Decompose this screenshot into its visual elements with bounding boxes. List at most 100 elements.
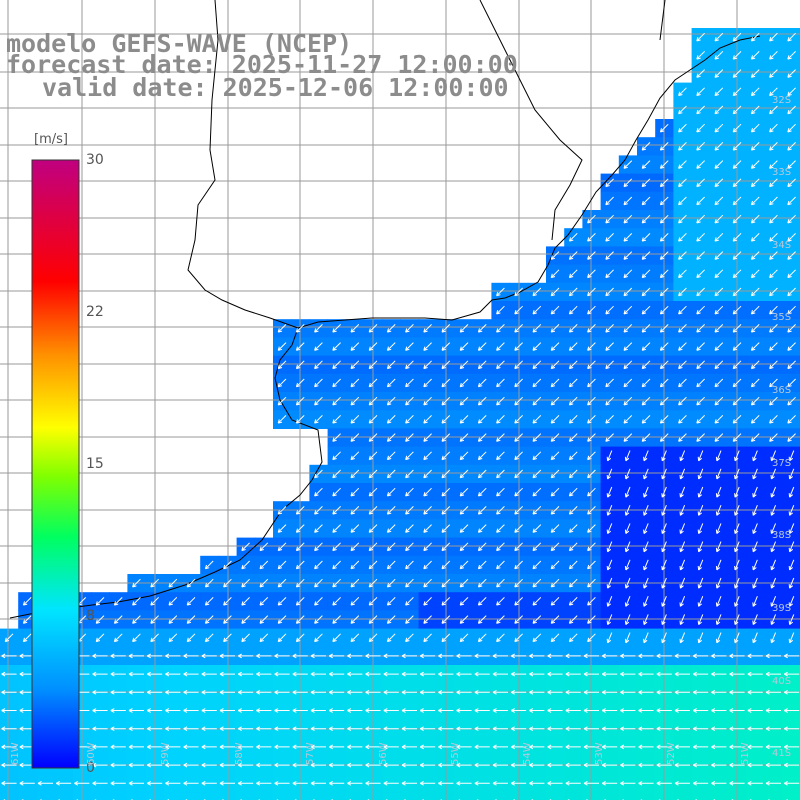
wind-arrow: [697, 614, 704, 625]
wind-arrow: [1, 780, 17, 786]
wind-arrow: [714, 269, 724, 279]
wind-arrow: [459, 633, 469, 643]
wind-arrow: [623, 360, 633, 370]
wind-arrow: [678, 269, 687, 279]
wind-arrow: [492, 671, 508, 677]
wind-arrow: [492, 708, 508, 713]
wind-arrow: [419, 708, 436, 713]
wind-arrow: [459, 542, 469, 552]
wind-arrow: [110, 780, 126, 786]
wind-arrow: [788, 486, 795, 498]
wind-cell: [691, 792, 711, 800]
wind-arrow: [95, 597, 105, 606]
wind-arrow: [729, 653, 745, 659]
wind-arrow: [168, 633, 178, 643]
wind-arrow: [787, 324, 796, 333]
wind-arrow: [752, 596, 758, 607]
wind-arrow: [788, 559, 795, 571]
wind-arrow: [386, 360, 396, 370]
wind-arrow: [405, 342, 414, 351]
wind-arrow: [750, 251, 760, 260]
wind-arrow: [328, 708, 345, 713]
wind-arrow: [587, 415, 596, 424]
wind-arrow: [92, 762, 108, 768]
wind-arrow: [624, 559, 631, 571]
wind-arrow: [750, 378, 760, 388]
wind-arrow: [568, 524, 578, 533]
wind-arrow: [696, 233, 705, 242]
wind-arrow: [568, 633, 578, 643]
wind-arrow: [620, 726, 636, 732]
wind-arrow: [714, 196, 724, 206]
wind-arrow: [332, 597, 341, 606]
wind-arrow: [583, 726, 599, 732]
wind-arrow: [624, 486, 631, 498]
wind-arrow: [601, 762, 618, 768]
wind-arrow: [277, 615, 287, 624]
wind-arrow: [606, 632, 613, 644]
wind-arrow: [514, 542, 523, 552]
wind-cell: [637, 792, 656, 800]
wind-arrow: [328, 726, 345, 732]
wind-arrow: [237, 671, 254, 677]
wind-arrow: [769, 51, 778, 60]
wind-arrow: [568, 469, 578, 479]
wind-arrow: [474, 780, 490, 786]
wind-arrow: [732, 360, 742, 370]
wind-arrow: [697, 523, 704, 534]
wind-arrow: [92, 780, 108, 786]
wind-arrow: [620, 744, 636, 750]
wind-arrow: [696, 196, 705, 206]
wind-arrow: [770, 505, 777, 516]
wind-arrow: [605, 178, 614, 188]
wind-arrow: [386, 451, 396, 461]
wind-arrow: [732, 69, 742, 78]
wind-arrow: [550, 506, 560, 515]
wind-arrow: [405, 415, 414, 424]
wind-arrow: [568, 378, 578, 388]
wind-arrow: [659, 433, 669, 442]
wind-arrow: [587, 342, 596, 351]
wind-arrow: [715, 632, 722, 644]
wind-arrow: [659, 233, 669, 242]
wind-cell: [163, 792, 183, 800]
wind-arrow: [314, 542, 323, 552]
wind-arrow: [641, 305, 651, 315]
wind-cell: [673, 792, 693, 800]
wind-arrow: [386, 433, 396, 442]
lon-label: 57W: [305, 742, 316, 765]
wind-arrow: [783, 653, 800, 659]
wind-arrow: [750, 196, 760, 206]
wind-arrow: [277, 360, 287, 370]
wind-arrow: [277, 633, 287, 643]
wind-arrow: [747, 671, 763, 677]
wind-arrow: [547, 780, 563, 786]
wind-arrow: [256, 689, 272, 695]
wind-arrow: [474, 689, 490, 695]
wind-arrow: [788, 614, 795, 625]
wind-arrow: [328, 653, 345, 659]
wind-arrow: [368, 542, 378, 552]
wind-arrow: [383, 726, 399, 732]
wind-arrow: [474, 762, 490, 768]
wind-arrow: [678, 105, 687, 115]
wind-arrow: [550, 269, 560, 279]
wind-arrow: [732, 51, 742, 60]
wind-arrow: [423, 396, 432, 406]
wind-arrow: [732, 305, 742, 315]
wind-arrow: [787, 178, 796, 188]
wind-arrow: [532, 633, 542, 643]
wind-arrow: [401, 762, 417, 768]
wind-arrow: [643, 523, 649, 534]
wind-arrow: [423, 451, 432, 461]
wind-arrow: [168, 597, 178, 606]
wind-arrow: [568, 287, 578, 297]
wind-arrow: [787, 305, 796, 315]
wind-arrow: [150, 615, 159, 624]
wind-arrow: [606, 577, 613, 589]
wind-arrow: [332, 415, 341, 424]
wind-arrow: [496, 305, 505, 315]
wind-arrow: [223, 597, 232, 606]
wind-arrow: [477, 378, 487, 388]
wind-arrow: [201, 762, 217, 768]
